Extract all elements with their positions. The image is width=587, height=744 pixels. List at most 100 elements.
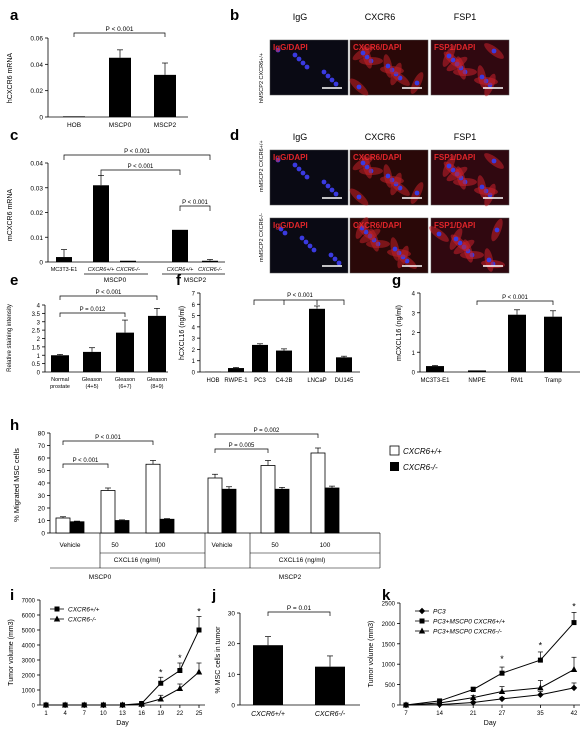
f-y-tick-label: 2 <box>192 348 196 354</box>
h-bar-ko <box>69 521 85 534</box>
a-annotation: P < 0.001 <box>106 26 134 33</box>
k-point <box>570 684 578 692</box>
micrograph-inset-label: FSP1/DAPI <box>434 43 475 52</box>
panel-label-k: k <box>382 587 391 604</box>
charts: 0 0.02 0.04 0.06 hCXCR6 mRNA HOB MSCP0 MSCP2 P <… <box>7 26 580 727</box>
micrograph-inset-label: IgG/DAPI <box>273 221 308 230</box>
nucleus <box>332 256 338 262</box>
micro-d-col-1: CXCR6 <box>365 132 396 142</box>
nucleus <box>329 187 335 193</box>
nucleus <box>356 194 362 200</box>
k-x-tick-label: 42 <box>571 711 578 717</box>
j-bar <box>315 666 345 705</box>
f-x-tick-label: C4-2B <box>275 378 292 384</box>
h-bracket <box>62 463 109 468</box>
f-annotation: P < 0.001 <box>287 293 313 299</box>
i-point <box>157 695 164 702</box>
nucleus <box>494 227 500 233</box>
i-point <box>176 685 184 691</box>
h-bar-wt <box>55 517 71 534</box>
c-y-tick-label: 0 <box>39 260 43 267</box>
h-y-tick-label: 70 <box>38 443 46 450</box>
nucleus <box>479 184 485 190</box>
i-y-tick-label: 3000 <box>22 659 36 665</box>
k-point <box>470 686 476 692</box>
k-series-line <box>405 669 575 706</box>
e-y-tick-label: 3.5 <box>32 312 41 318</box>
nucleus <box>307 243 313 249</box>
h-y-tick-label: 60 <box>38 456 46 463</box>
micro-d-row-0-label: mMSCP2 CXCR6+/+ <box>259 140 265 192</box>
e-y-tick-label: 3 <box>37 320 41 326</box>
i-series-line <box>46 629 200 706</box>
micrograph-inset-label: IgG/DAPI <box>273 43 308 52</box>
nucleus <box>296 166 302 172</box>
g-y-tick-label: 3 <box>412 311 416 317</box>
c-bracket <box>63 154 211 160</box>
nucleus <box>321 179 327 185</box>
c-bar <box>172 229 188 262</box>
g-annotation: P < 0.001 <box>502 295 528 301</box>
h-annotation: P < 0.001 <box>95 435 121 441</box>
c-annotation: P < 0.001 <box>182 200 208 206</box>
nucleus <box>336 260 342 266</box>
micrograph-inset-label: IgG/DAPI <box>273 153 308 162</box>
f-bar <box>336 357 352 372</box>
panel-label-j: j <box>211 587 216 604</box>
i-point <box>81 701 88 708</box>
micro-b-col-0: IgG <box>293 12 308 22</box>
i-x-tick-label: 4 <box>63 711 67 717</box>
k-series-line <box>405 622 575 706</box>
c-bracket <box>100 169 181 175</box>
h-bar-ko <box>274 488 290 534</box>
i-point <box>61 701 69 708</box>
f-x-tick-label: PC3 <box>254 378 266 384</box>
nucleus <box>325 183 331 189</box>
f-bar <box>252 344 268 372</box>
g-bracket <box>476 300 554 305</box>
nucleus <box>333 81 339 87</box>
nucleus <box>278 226 284 232</box>
h-bar-wt <box>207 477 223 534</box>
nucleus <box>392 246 398 252</box>
k-point <box>570 666 578 673</box>
c-bar <box>93 185 109 262</box>
nucleus <box>304 64 310 70</box>
nucleus <box>275 157 281 163</box>
f-y-tick-label: 0 <box>192 371 196 377</box>
h-legend-label: CXCR6+/+ <box>403 447 442 456</box>
e-x-tick-label: Gleason <box>82 377 103 383</box>
nucleus <box>479 74 485 80</box>
a-x-tick-label: MSCP2 <box>154 122 177 129</box>
j-bar <box>253 645 283 705</box>
nucleus <box>304 174 310 180</box>
i-x-tick-label: 16 <box>138 711 145 717</box>
i-x-tick-label: 19 <box>157 711 164 717</box>
h-bracket <box>214 448 269 453</box>
c-x-tick-label: MC3T3-E1 <box>51 267 78 273</box>
c-y-tick-label: 0.03 <box>30 185 43 192</box>
i-x-tick-label: 22 <box>177 711 184 717</box>
c-bar <box>202 260 218 262</box>
a-bar <box>63 116 85 117</box>
a-bar <box>154 74 176 117</box>
k-point <box>537 684 544 691</box>
c-annotation: P < 0.001 <box>128 164 154 170</box>
e-annotation: P = 0.012 <box>80 307 106 313</box>
h-annotation: P = 0.002 <box>254 428 280 434</box>
i-x-tick-label: 7 <box>83 711 87 717</box>
f-y-label: hCXCL16 (ng/ml) <box>179 306 186 360</box>
h-x-tick-label: 100 <box>320 542 331 549</box>
h-y-tick-label: 10 <box>38 518 46 525</box>
h-bracket <box>214 433 319 438</box>
k-x-tick-label: 21 <box>470 711 477 717</box>
f-y-tick-label: 5 <box>192 314 196 320</box>
i-y-tick-label: 1000 <box>22 689 36 695</box>
j-annotation: P = 0.01 <box>287 605 312 612</box>
k-y-tick-label: 1500 <box>382 642 396 648</box>
g-x-tick-label: MC3T3-E1 <box>420 378 450 384</box>
nucleus <box>385 63 391 69</box>
e-bar <box>83 351 101 372</box>
h-y-tick-label: 0 <box>41 531 45 538</box>
